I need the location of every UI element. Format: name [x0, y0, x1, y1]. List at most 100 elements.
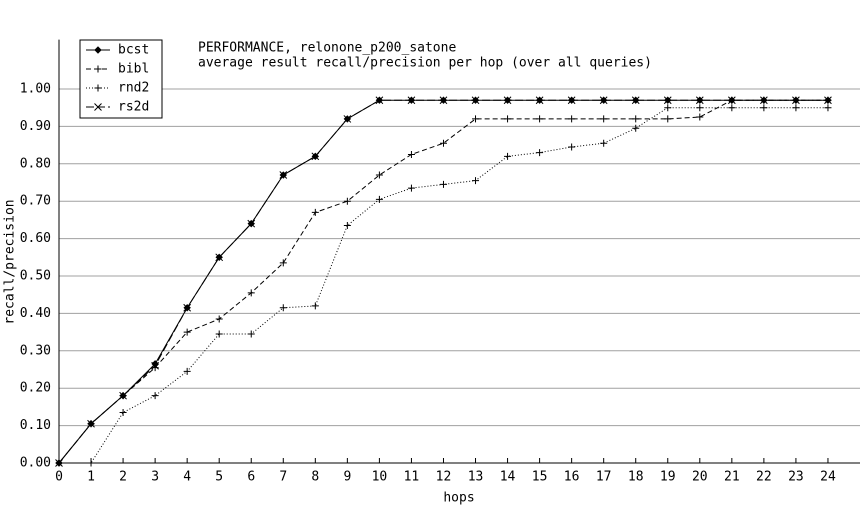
point-marker [728, 104, 736, 112]
legend-label: rnd2 [118, 81, 149, 96]
point-marker [247, 289, 255, 297]
point-marker [343, 197, 351, 205]
point-marker [471, 96, 480, 105]
point-marker [632, 124, 640, 132]
x-tick-label: 18 [628, 470, 644, 485]
x-axis-label: hops [443, 491, 474, 506]
point-marker [599, 96, 608, 105]
y-tick-label: 0.10 [20, 418, 51, 433]
point-marker [663, 96, 672, 105]
point-marker [279, 304, 287, 312]
point-marker [343, 115, 352, 123]
y-tick-label: 0.20 [20, 381, 51, 396]
point-marker [824, 96, 832, 105]
x-tick-label: 15 [532, 470, 548, 485]
point-marker [664, 115, 672, 123]
point-marker [760, 96, 768, 105]
point-marker [279, 171, 288, 179]
legend-label: rs2d [118, 100, 149, 115]
point-marker [504, 152, 512, 160]
legend-box [79, 39, 163, 119]
point-marker [472, 177, 480, 185]
point-marker [631, 96, 640, 105]
y-tick-label: 0.70 [20, 194, 51, 209]
point-marker [824, 104, 832, 112]
series-line [58, 99, 828, 464]
point-marker [119, 409, 127, 417]
x-tick-label: 12 [436, 470, 452, 485]
point-marker [375, 195, 383, 203]
y-tick-label: 0.40 [20, 306, 51, 321]
point-marker [696, 104, 704, 112]
x-tick-label: 7 [279, 470, 287, 485]
point-marker [279, 259, 287, 267]
point-marker [568, 143, 576, 151]
series-line [58, 99, 828, 464]
point-marker [183, 303, 192, 312]
point-marker [247, 219, 256, 228]
legend-label: bcst [118, 43, 149, 58]
point-marker [503, 96, 512, 105]
legend-marker [94, 46, 102, 54]
x-tick-label: 3 [151, 470, 159, 485]
point-marker [215, 315, 223, 323]
point-marker [87, 419, 95, 428]
y-tick-label: 0.60 [20, 231, 51, 246]
point-marker [407, 184, 415, 192]
point-marker [727, 96, 736, 105]
legend-marker [94, 65, 102, 73]
y-tick-label: 0.80 [20, 156, 51, 171]
y-tick-label: 1.00 [20, 82, 51, 97]
point-marker [504, 115, 512, 123]
point-marker [439, 180, 447, 188]
x-tick-label: 10 [372, 470, 388, 485]
point-marker [600, 115, 608, 123]
point-marker [407, 150, 415, 158]
point-marker [215, 330, 223, 338]
point-marker [55, 459, 63, 467]
x-tick-label: 2 [119, 470, 127, 485]
x-tick-label: 11 [404, 470, 420, 485]
point-marker [760, 104, 768, 112]
point-marker [792, 96, 800, 105]
point-marker [407, 96, 416, 105]
point-marker [632, 115, 640, 123]
point-marker [536, 149, 544, 157]
point-marker [151, 361, 159, 370]
x-tick-label: 1 [87, 470, 95, 485]
point-marker [695, 96, 704, 105]
x-tick-label: 4 [183, 470, 191, 485]
x-tick-label: 9 [343, 470, 351, 485]
series-line [58, 99, 828, 464]
point-marker [439, 96, 448, 105]
point-marker [151, 392, 159, 400]
chart-subtitle: average result recall/precision per hop … [198, 56, 652, 71]
x-tick-label: 13 [468, 470, 484, 485]
point-marker [375, 96, 384, 105]
point-marker [567, 96, 576, 105]
point-marker [664, 104, 672, 112]
point-marker [535, 96, 544, 105]
x-tick-label: 0 [55, 470, 63, 485]
y-tick-label: 0.30 [20, 343, 51, 358]
x-tick-label: 19 [660, 470, 676, 485]
point-marker [311, 152, 320, 161]
x-tick-label: 23 [788, 470, 804, 485]
legend-marker [94, 103, 102, 111]
x-tick-label: 20 [692, 470, 708, 485]
point-marker [439, 139, 447, 147]
x-tick-label: 17 [596, 470, 612, 485]
point-marker [183, 328, 191, 336]
x-tick-label: 6 [247, 470, 255, 485]
point-marker [311, 208, 319, 216]
point-marker [696, 113, 704, 121]
point-marker [792, 104, 800, 112]
legend-label: bibl [118, 62, 149, 77]
y-axis-label: recall/precision [3, 199, 18, 324]
point-marker [87, 459, 95, 467]
point-marker [311, 302, 319, 310]
point-marker [215, 253, 224, 262]
x-tick-label: 5 [215, 470, 223, 485]
x-tick-label: 21 [724, 470, 740, 485]
